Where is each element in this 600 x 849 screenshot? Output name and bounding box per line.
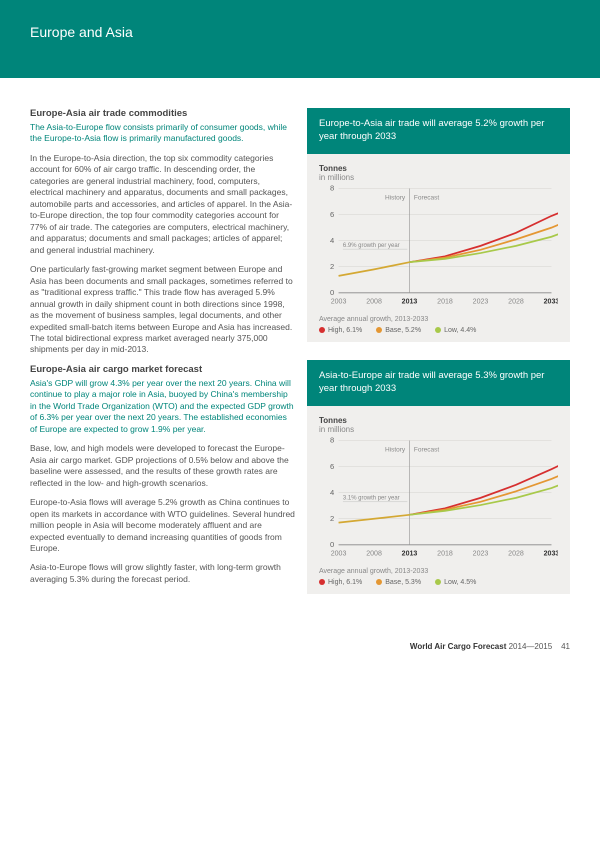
chart-1-svg: 0 2 4 6 8 2003 2008 2013 2018 2023 2028 2033 History… — [319, 182, 558, 312]
legend-dot-icon — [376, 327, 382, 333]
svg-text:6.9% growth per year: 6.9% growth per year — [343, 243, 400, 249]
svg-text:2003: 2003 — [331, 298, 347, 305]
svg-text:2008: 2008 — [366, 298, 382, 305]
chart-2-title-band: Asia-to-Europe air trade will average 5.… — [307, 360, 570, 406]
chart-2-block: Asia-to-Europe air trade will average 5.… — [307, 360, 570, 594]
body-para-2: One particularly fast-growing market seg… — [30, 264, 295, 356]
chart-2-ylabel-sub: in millions — [319, 425, 354, 434]
chart-2-caption: Average annual growth, 2013-2033 — [319, 568, 558, 575]
svg-text:2028: 2028 — [508, 550, 524, 557]
svg-text:4: 4 — [330, 235, 334, 244]
chart-2-legend: High, 6.1% Base, 5.3% Low, 4.5% — [319, 579, 558, 586]
body-para-1: In the Europe-to-Asia direction, the top… — [30, 153, 295, 256]
legend-label: Base, 5.3% — [385, 579, 421, 586]
body-para-3: Base, low, and high models were develope… — [30, 443, 295, 489]
svg-text:2018: 2018 — [437, 298, 453, 305]
chart-1-ylabel-main: Tonnes — [319, 164, 347, 173]
legend-dot-icon — [435, 327, 441, 333]
svg-text:2003: 2003 — [331, 550, 347, 557]
svg-text:2033: 2033 — [544, 550, 558, 557]
header-band: Europe and Asia — [0, 0, 600, 78]
svg-text:8: 8 — [330, 435, 334, 444]
chart-1-ylabel-sub: in millions — [319, 173, 354, 182]
chart-1-title-band: Europe-to-Asia air trade will average 5.… — [307, 108, 570, 154]
legend-label: High, 6.1% — [328, 579, 362, 586]
svg-text:6: 6 — [330, 209, 334, 218]
section-heading-2: Europe-Asia air cargo market forecast — [30, 364, 295, 375]
right-column: Europe-to-Asia air trade will average 5.… — [307, 108, 570, 612]
chart-1-caption: Average annual growth, 2013-2033 — [319, 316, 558, 323]
svg-text:3.1% growth per year: 3.1% growth per year — [343, 495, 400, 501]
svg-text:2028: 2028 — [508, 298, 524, 305]
section-heading-1: Europe-Asia air trade commodities — [30, 108, 295, 119]
footer-title-bold: World Air Cargo Forecast — [410, 642, 506, 651]
legend-item: High, 6.1% — [319, 327, 362, 334]
legend-item: Base, 5.2% — [376, 327, 421, 334]
chart-1-legend: High, 6.1% Base, 5.2% Low, 4.4% — [319, 327, 558, 334]
chart-1-title: Europe-to-Asia air trade will average 5.… — [319, 118, 558, 144]
legend-dot-icon — [435, 579, 441, 585]
svg-text:Forecast: Forecast — [414, 194, 439, 201]
svg-text:4: 4 — [330, 487, 334, 496]
chart-2-ylabel: Tonnes in millions — [319, 416, 558, 434]
legend-dot-icon — [319, 579, 325, 585]
svg-text:2023: 2023 — [473, 550, 489, 557]
page-footer: World Air Cargo Forecast 2014—2015 41 — [0, 632, 600, 665]
legend-dot-icon — [376, 579, 382, 585]
chart-2-ylabel-main: Tonnes — [319, 416, 347, 425]
legend-dot-icon — [319, 327, 325, 333]
legend-label: High, 6.1% — [328, 327, 362, 334]
svg-text:History: History — [385, 446, 406, 453]
legend-label: Low, 4.4% — [444, 327, 476, 334]
chart-2-body: Tonnes in millions 0 2 4 6 8 2003 2008 2013 2018… — [307, 406, 570, 594]
intro-teal-2: Asia's GDP will grow 4.3% per year over … — [30, 378, 295, 435]
svg-text:History: History — [385, 194, 406, 201]
svg-text:2008: 2008 — [366, 550, 382, 557]
legend-label: Low, 4.5% — [444, 579, 476, 586]
svg-text:2: 2 — [330, 514, 334, 523]
svg-text:6: 6 — [330, 461, 334, 470]
chart-1-block: Europe-to-Asia air trade will average 5.… — [307, 108, 570, 342]
svg-text:2013: 2013 — [402, 550, 418, 557]
svg-text:0: 0 — [330, 540, 334, 549]
svg-text:2013: 2013 — [402, 298, 418, 305]
intro-teal-1: The Asia-to-Europe flow consists primari… — [30, 122, 295, 145]
left-column: Europe-Asia air trade commodities The As… — [30, 108, 295, 612]
content-area: Europe-Asia air trade commodities The As… — [0, 78, 600, 632]
footer-title-rest: 2014—2015 — [506, 642, 552, 651]
svg-text:8: 8 — [330, 183, 334, 192]
legend-item: High, 6.1% — [319, 579, 362, 586]
chart-1-body: Tonnes in millions 0 2 4 6 8 2003 2008 2013 2018… — [307, 154, 570, 342]
body-para-4: Europe-to-Asia flows will average 5.2% g… — [30, 497, 295, 554]
svg-text:0: 0 — [330, 288, 334, 297]
footer-page-num: 41 — [561, 642, 570, 651]
body-para-5: Asia-to-Europe flows will grow slightly … — [30, 562, 295, 585]
page-section-title: Europe and Asia — [30, 24, 600, 40]
svg-text:2033: 2033 — [544, 298, 558, 305]
legend-item: Low, 4.4% — [435, 327, 476, 334]
legend-item: Base, 5.3% — [376, 579, 421, 586]
chart-2-svg: 0 2 4 6 8 2003 2008 2013 2018 2023 2028 2033 History… — [319, 434, 558, 564]
svg-text:Forecast: Forecast — [414, 446, 439, 453]
chart-2-title: Asia-to-Europe air trade will average 5.… — [319, 370, 558, 396]
chart-1-ylabel: Tonnes in millions — [319, 164, 558, 182]
legend-item: Low, 4.5% — [435, 579, 476, 586]
svg-text:2018: 2018 — [437, 550, 453, 557]
legend-label: Base, 5.2% — [385, 327, 421, 334]
svg-text:2023: 2023 — [473, 298, 489, 305]
svg-text:2: 2 — [330, 262, 334, 271]
